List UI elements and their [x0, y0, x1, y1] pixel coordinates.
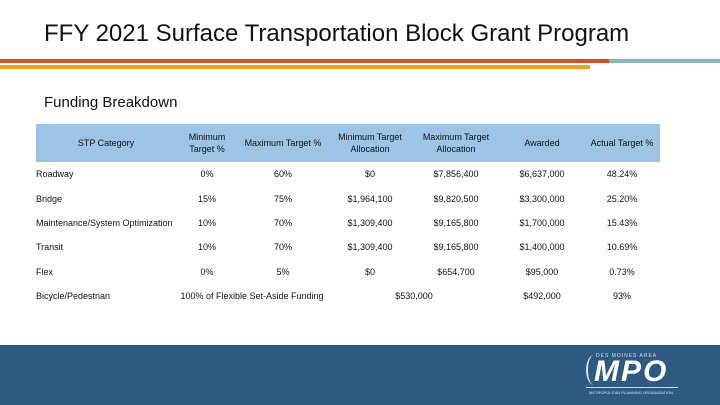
set-aside-amount-cell: $530,000 [395, 291, 433, 302]
actual-cell: 25.20% [606, 193, 638, 204]
max-pct-cell: 60% [273, 169, 292, 180]
awarded-cell: $3,300,000 [519, 193, 565, 204]
awarded-cell: $1,700,000 [519, 217, 565, 228]
column-header: Minimum Target Allocation [328, 124, 412, 162]
table-row: Transit 10% 70% $1,309,400 $9,165,800 $1… [36, 235, 660, 259]
column-header: Maximum Target % [238, 124, 328, 162]
orange-stripe [0, 59, 609, 63]
logo-sub-text: METROPOLITAN PLANNING ORGANIZATION [589, 390, 674, 395]
max-alloc-cell: $9,820,500 [433, 193, 479, 204]
mpo-logo: DES MOINES AREA MPO METROPOLITAN PLANNIN… [586, 353, 678, 397]
awarded-cell: $6,637,000 [519, 169, 565, 180]
min-pct-cell: 10% [197, 242, 216, 253]
slide-title: FFY 2021 Surface Transportation Block Gr… [44, 20, 630, 47]
awarded-cell: $492,000 [523, 291, 561, 302]
min-alloc-cell: $1,309,400 [347, 217, 393, 228]
logo-arc-icon [586, 355, 602, 385]
awarded-cell: $95,000 [525, 266, 559, 277]
actual-cell: 10.69% [606, 242, 638, 253]
column-header: Actual Target % [584, 124, 660, 162]
table-row: Bridge 15% 75% $1,964,100 $9,820,500 $3,… [36, 186, 660, 210]
decorative-stripes [0, 59, 720, 79]
max-pct-cell: 70% [273, 242, 292, 253]
min-alloc-cell: $1,309,400 [347, 242, 393, 253]
logo-divider [586, 387, 678, 388]
max-alloc-cell: $654,700 [437, 266, 475, 277]
table-row-bicycle: Bicycle/Pedestrian 100% of Flexible Set-… [36, 284, 660, 308]
max-pct-cell: 70% [273, 217, 292, 228]
min-alloc-cell: $0 [364, 169, 375, 180]
table-row: Roadway 0% 60% $0 $7,856,400 $6,637,000 … [36, 162, 660, 186]
max-pct-cell: 75% [273, 193, 292, 204]
logo-top-text: DES MOINES AREA [596, 353, 658, 359]
max-alloc-cell: $9,165,800 [433, 217, 479, 228]
table-header-row: STP Category Minimum Target % Maximum Ta… [36, 124, 660, 162]
column-header: Minimum Target % [176, 124, 238, 162]
column-header: STP Category [36, 124, 176, 162]
column-header: Awarded [500, 124, 584, 162]
category-cell: Flex [36, 266, 54, 277]
actual-cell: 93% [612, 291, 631, 302]
table-row: Flex 0% 5% $0 $654,700 $95,000 0.73% [36, 260, 660, 284]
logo-main-text: MPO [594, 355, 669, 388]
min-pct-cell: 0% [200, 169, 214, 180]
max-alloc-cell: $7,856,400 [433, 169, 479, 180]
min-pct-cell: 10% [197, 217, 216, 228]
category-cell: Transit [36, 242, 64, 253]
category-cell: Maintenance/System Optimization [36, 217, 173, 228]
gold-stripe [0, 65, 590, 69]
funding-table: STP Category Minimum Target % Maximum Ta… [36, 124, 660, 308]
actual-cell: 15.43% [606, 217, 638, 228]
max-alloc-cell: $9,165,800 [433, 242, 479, 253]
table-row: Maintenance/System Optimization 10% 70% … [36, 211, 660, 235]
actual-cell: 0.73% [609, 266, 635, 277]
category-cell: Roadway [36, 169, 74, 180]
min-alloc-cell: $0 [364, 266, 375, 277]
awarded-cell: $1,400,000 [519, 242, 565, 253]
min-pct-cell: 0% [200, 266, 214, 277]
category-cell: Bridge [36, 193, 63, 204]
actual-cell: 48.24% [606, 169, 638, 180]
column-header: Maximum Target Allocation [412, 124, 500, 162]
max-pct-cell: 5% [276, 266, 290, 277]
slide-subtitle: Funding Breakdown [44, 94, 178, 111]
teal-stripe [609, 59, 720, 63]
min-alloc-cell: $1,964,100 [347, 193, 393, 204]
category-cell: Bicycle/Pedestrian [36, 291, 111, 302]
set-aside-cell: 100% of Flexible Set-Aside Funding [180, 291, 324, 302]
min-pct-cell: 15% [197, 193, 216, 204]
